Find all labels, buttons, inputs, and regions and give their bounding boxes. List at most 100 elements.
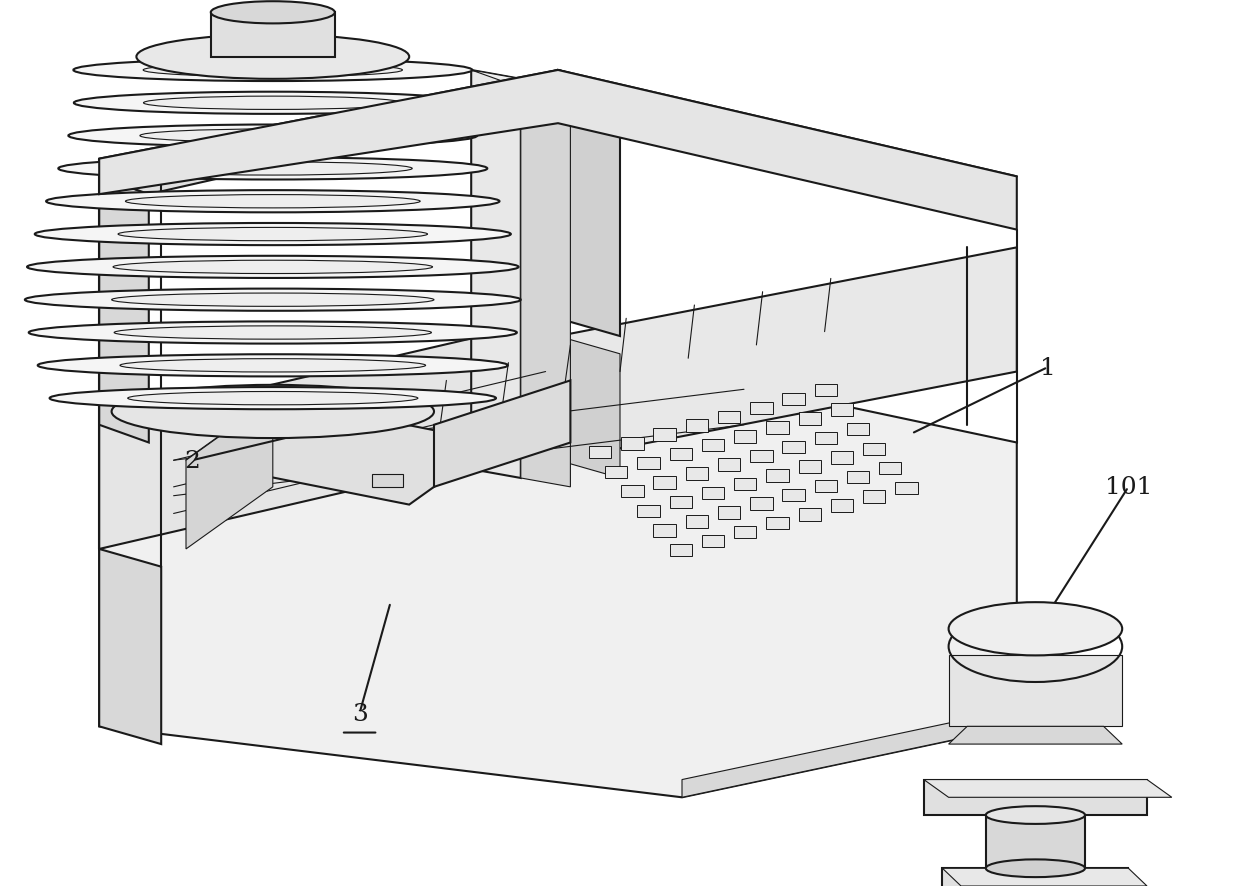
Ellipse shape xyxy=(73,60,472,82)
Ellipse shape xyxy=(120,359,425,372)
Bar xyxy=(895,482,918,494)
Polygon shape xyxy=(471,71,521,478)
Polygon shape xyxy=(186,399,496,505)
Ellipse shape xyxy=(128,392,418,406)
Bar xyxy=(766,517,789,530)
Bar xyxy=(799,509,821,521)
Ellipse shape xyxy=(112,385,434,439)
Bar xyxy=(686,516,708,528)
Bar xyxy=(372,474,403,487)
Polygon shape xyxy=(558,71,620,337)
Bar xyxy=(670,496,692,509)
Bar xyxy=(766,422,789,434)
Polygon shape xyxy=(99,549,161,744)
Polygon shape xyxy=(99,372,1017,797)
Bar xyxy=(734,526,756,539)
Ellipse shape xyxy=(211,3,335,25)
Polygon shape xyxy=(99,71,620,195)
Bar xyxy=(799,413,821,425)
Polygon shape xyxy=(986,815,1085,868)
Text: 2: 2 xyxy=(185,449,200,472)
Ellipse shape xyxy=(118,228,428,241)
Bar xyxy=(863,443,885,455)
Polygon shape xyxy=(99,177,149,443)
Bar xyxy=(734,478,756,491)
Polygon shape xyxy=(434,381,570,487)
Polygon shape xyxy=(99,71,1017,230)
Polygon shape xyxy=(949,656,1122,727)
Bar xyxy=(815,385,837,397)
Bar xyxy=(750,402,773,415)
Polygon shape xyxy=(211,13,335,58)
Text: 3: 3 xyxy=(352,702,367,725)
Bar xyxy=(653,525,676,537)
Bar xyxy=(702,439,724,452)
Polygon shape xyxy=(471,71,570,97)
Bar xyxy=(653,477,676,489)
Polygon shape xyxy=(949,727,1122,744)
Bar xyxy=(831,404,853,416)
Ellipse shape xyxy=(140,129,405,143)
Bar xyxy=(799,461,821,473)
Polygon shape xyxy=(99,319,558,549)
Bar xyxy=(766,470,789,482)
Bar xyxy=(686,420,708,432)
Ellipse shape xyxy=(58,159,487,181)
Ellipse shape xyxy=(46,191,500,213)
Bar xyxy=(718,411,740,424)
Bar xyxy=(847,471,869,484)
Ellipse shape xyxy=(143,65,403,78)
Text: 101: 101 xyxy=(1105,476,1152,499)
Polygon shape xyxy=(558,337,620,478)
Ellipse shape xyxy=(112,294,434,307)
Ellipse shape xyxy=(50,388,496,409)
Ellipse shape xyxy=(68,125,477,147)
Polygon shape xyxy=(558,248,1017,461)
Bar xyxy=(702,535,724,548)
Polygon shape xyxy=(924,780,1172,797)
Ellipse shape xyxy=(113,260,433,275)
Bar xyxy=(670,448,692,461)
Polygon shape xyxy=(942,868,1147,886)
Ellipse shape xyxy=(986,859,1085,877)
Polygon shape xyxy=(186,399,273,549)
Bar xyxy=(863,491,885,503)
Ellipse shape xyxy=(25,289,521,312)
Bar xyxy=(637,505,660,517)
Bar xyxy=(686,468,708,480)
Bar xyxy=(879,462,901,475)
Bar xyxy=(847,424,869,436)
Ellipse shape xyxy=(27,257,518,278)
Ellipse shape xyxy=(134,163,412,176)
Bar xyxy=(942,868,1128,886)
Bar xyxy=(653,429,676,441)
Ellipse shape xyxy=(136,35,409,80)
Ellipse shape xyxy=(125,195,420,209)
Polygon shape xyxy=(521,80,570,487)
Bar xyxy=(831,452,853,464)
Bar xyxy=(637,457,660,470)
Ellipse shape xyxy=(29,323,517,345)
Bar xyxy=(782,393,805,406)
Bar xyxy=(621,486,644,498)
Bar xyxy=(831,500,853,512)
Bar xyxy=(924,780,1147,815)
Bar xyxy=(782,441,805,454)
Bar xyxy=(605,466,627,478)
Bar xyxy=(621,438,644,450)
Ellipse shape xyxy=(37,354,508,377)
Bar xyxy=(815,480,837,493)
Bar xyxy=(718,459,740,471)
Bar xyxy=(670,544,692,556)
Bar xyxy=(815,432,837,445)
Ellipse shape xyxy=(144,97,402,111)
Ellipse shape xyxy=(74,93,471,115)
Bar xyxy=(734,431,756,443)
Bar xyxy=(718,507,740,519)
Bar xyxy=(750,450,773,462)
Polygon shape xyxy=(682,709,1017,797)
Ellipse shape xyxy=(949,602,1122,656)
Ellipse shape xyxy=(986,806,1085,824)
Ellipse shape xyxy=(35,223,511,245)
Bar xyxy=(702,487,724,500)
